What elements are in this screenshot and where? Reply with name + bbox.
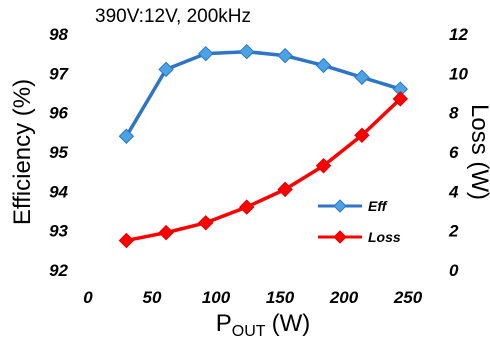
chart-title: 390V:12V, 200kHz: [95, 6, 251, 27]
y-right-tick-label: 4: [448, 182, 459, 201]
x-tick-label: 200: [329, 288, 359, 307]
y-left-tick-label: 93: [49, 222, 68, 241]
loss-point: [239, 199, 255, 215]
y-right-tick-label: 6: [449, 143, 459, 162]
eff-point: [315, 57, 332, 74]
legend-loss-marker: [333, 230, 347, 244]
x-tick-label: 150: [266, 288, 295, 307]
y-left-tick-label: 97: [49, 64, 69, 83]
y-right-tick-label: 0: [449, 261, 459, 280]
y-right-tick-label: 8: [449, 104, 459, 123]
x-axis-title-unit: (W): [272, 310, 311, 337]
eff-series-line: [124, 49, 401, 138]
eff-point: [277, 47, 293, 64]
loss-point: [198, 215, 214, 231]
eff-point: [239, 43, 255, 60]
y-left-tick-label: 92: [49, 261, 68, 280]
y-right-tick-label: 12: [449, 25, 468, 44]
left-tick-labels: 92 93 94 95 96 97 98: [49, 25, 69, 280]
x-tick-label: 0: [83, 288, 93, 307]
y-right-tick-label: 2: [448, 222, 459, 241]
y-axis-title-left: Efficiency (%): [9, 79, 36, 225]
y-left-tick-label: 95: [49, 143, 68, 162]
y-left-tick-label: 98: [49, 25, 68, 44]
legend-eff-marker: [333, 199, 347, 213]
legend: Eff Loss: [313, 187, 410, 254]
loss-point: [315, 158, 332, 174]
y-left-tick-label: 96: [49, 104, 68, 123]
legend-loss-label: Loss: [368, 229, 401, 245]
x-axis-title-subscript: OUT: [232, 323, 266, 340]
eff-point: [198, 45, 214, 62]
loss-point: [118, 232, 135, 249]
x-tick-label: 100: [202, 288, 231, 307]
loss-point: [392, 91, 409, 107]
x-tick-labels: 0 50 100 150 200 250: [83, 288, 422, 307]
y-left-tick-label: 94: [49, 182, 68, 201]
eff-point: [158, 61, 174, 78]
eff-point: [354, 69, 370, 85]
x-tick-label: 250: [393, 288, 423, 307]
x-axis-title: POUT (W): [216, 310, 310, 340]
loss-point: [158, 224, 174, 241]
loss-point: [354, 127, 370, 143]
legend-box: [313, 187, 410, 254]
eff-point: [118, 128, 135, 144]
legend-eff-label: Eff: [368, 198, 388, 214]
y-axis-title-right: Loss (W): [466, 104, 490, 200]
series-layer: [118, 43, 409, 249]
x-axis-title-main: P: [216, 310, 232, 337]
x-tick-label: 50: [143, 288, 162, 307]
right-tick-labels: 0 2 4 6 8 10 12: [448, 25, 468, 280]
loss-point: [277, 181, 293, 198]
loss-series-line: [126, 97, 402, 243]
y-right-tick-label: 10: [449, 64, 468, 83]
